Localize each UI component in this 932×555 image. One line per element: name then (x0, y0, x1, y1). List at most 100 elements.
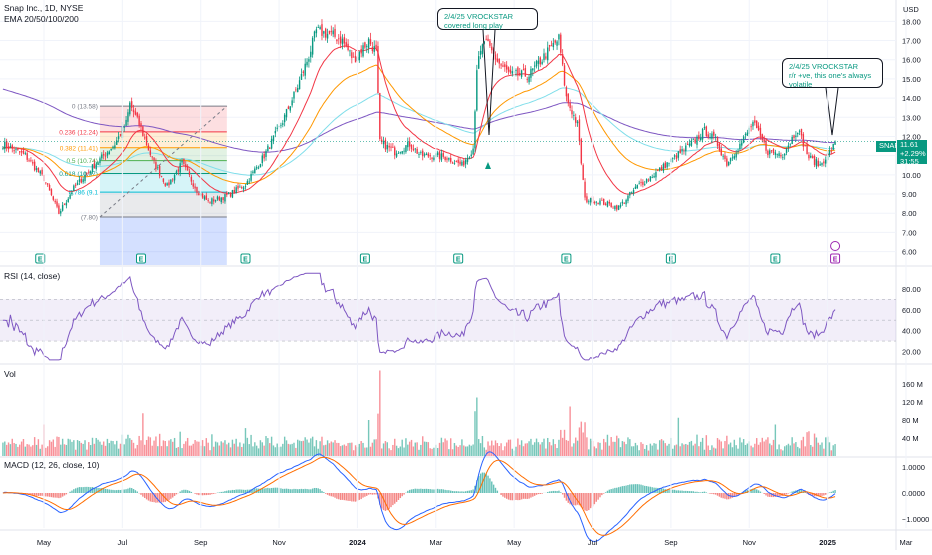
macd-histogram-bar (75, 488, 76, 493)
candle-body (249, 182, 250, 183)
volume-bar (536, 439, 537, 456)
candle-body (534, 66, 535, 67)
price-axis-label: 10.00 (902, 171, 921, 180)
macd-histogram-bar (413, 489, 414, 493)
candle-body (525, 68, 526, 76)
candle-body (400, 152, 401, 153)
macd-histogram-bar (323, 492, 324, 493)
volume-bar (747, 444, 748, 456)
volume-bar (618, 438, 619, 456)
macd-histogram-bar (679, 491, 680, 493)
volume-bar (179, 432, 180, 456)
candle-body (314, 31, 315, 37)
volume-bar (166, 446, 167, 456)
earnings-marker: E (831, 254, 840, 264)
candle-body (2, 148, 3, 149)
candle-body (47, 183, 48, 184)
candle-body (396, 154, 397, 157)
candle-body (213, 199, 214, 201)
macd-histogram-bar (114, 490, 115, 493)
candle-body (269, 148, 270, 149)
candle-body (362, 45, 363, 56)
ema-legend[interactable]: EMA 20/50/100/200 (4, 14, 79, 24)
macd-histogram-bar (685, 491, 686, 493)
candle-body (446, 158, 447, 159)
volume-bar (457, 447, 458, 456)
macd-histogram-bar (594, 493, 595, 504)
candle-body (394, 147, 395, 155)
volume-bar (15, 444, 16, 456)
macd-histogram-bar (265, 488, 266, 493)
candle-body (502, 65, 503, 66)
annotation-callout-1[interactable]: 2/4/25 VROCKSTAR covered long play (437, 8, 538, 30)
volume-bar (79, 441, 80, 456)
volume-bar (663, 441, 664, 456)
candle-body (49, 185, 50, 190)
candle-body (709, 137, 710, 138)
volume-bar (209, 450, 210, 456)
macd-histogram-bar (230, 490, 231, 493)
candle-body (679, 149, 680, 153)
volume-bar (25, 447, 26, 456)
candle-body (443, 153, 444, 157)
volume-bar (366, 447, 367, 456)
candle-body (54, 201, 55, 202)
macd-histogram-bar (191, 492, 192, 493)
macd-histogram-bar (678, 490, 679, 493)
volume-bar (92, 438, 93, 456)
candle-body (456, 161, 457, 162)
candle-body (282, 123, 283, 125)
candle-body (290, 106, 291, 110)
volume-bar (616, 436, 617, 456)
volume-bar (735, 445, 736, 456)
macd-histogram-bar (239, 489, 240, 493)
time-axis-label: Jul (118, 538, 128, 547)
candle-body (497, 59, 498, 62)
macd-histogram-bar (825, 493, 826, 495)
macd-pane-title[interactable]: MACD (12, 26, close, 10) (4, 460, 99, 470)
volume-bar (127, 435, 128, 456)
candle-body (605, 204, 606, 205)
volume-bar (135, 448, 136, 456)
volume-bar (377, 414, 378, 456)
volume-bar (721, 441, 722, 456)
macd-histogram-bar (304, 489, 305, 493)
candle-body (597, 203, 598, 204)
rsi-pane-title[interactable]: RSI (14, close) (4, 271, 60, 281)
macd-histogram-bar (243, 490, 244, 493)
volume-bar (409, 442, 410, 456)
candle-body (23, 151, 24, 154)
macd-histogram-bar (319, 489, 320, 493)
volume-bar (390, 450, 391, 456)
volume-bar (577, 441, 578, 456)
macd-histogram-bar (786, 493, 787, 495)
volume-bar (545, 449, 546, 456)
candle-body (508, 67, 509, 72)
volume-bar (773, 440, 774, 456)
candle-body (234, 190, 235, 193)
volume-bar (709, 450, 710, 456)
volume-bar (172, 442, 173, 456)
earnings-marker-label: E (833, 257, 838, 264)
annotation-callout-2[interactable]: 2/4/25 VROCKSTAR r/r +ve, this one's alw… (782, 58, 883, 88)
volume-bar (120, 444, 121, 456)
candle-body (359, 52, 360, 60)
candle-body (752, 122, 753, 126)
volume-bar (226, 444, 227, 456)
candle-body (273, 135, 274, 141)
volume-bar (347, 443, 348, 456)
volume-pane-title[interactable]: Vol (4, 369, 16, 379)
volume-bar (562, 438, 563, 456)
candle-body (284, 115, 285, 122)
volume-bar (116, 441, 117, 456)
macd-histogram-bar (612, 489, 613, 493)
candle-body (551, 45, 552, 46)
candle-body (125, 120, 126, 126)
macd-histogram-bar (629, 484, 630, 493)
volume-bar (551, 445, 552, 456)
volume-bar (123, 444, 124, 456)
candle-body (706, 126, 707, 135)
candle-body (471, 155, 472, 157)
candle-body (418, 154, 419, 155)
macd-histogram-bar (312, 489, 313, 493)
